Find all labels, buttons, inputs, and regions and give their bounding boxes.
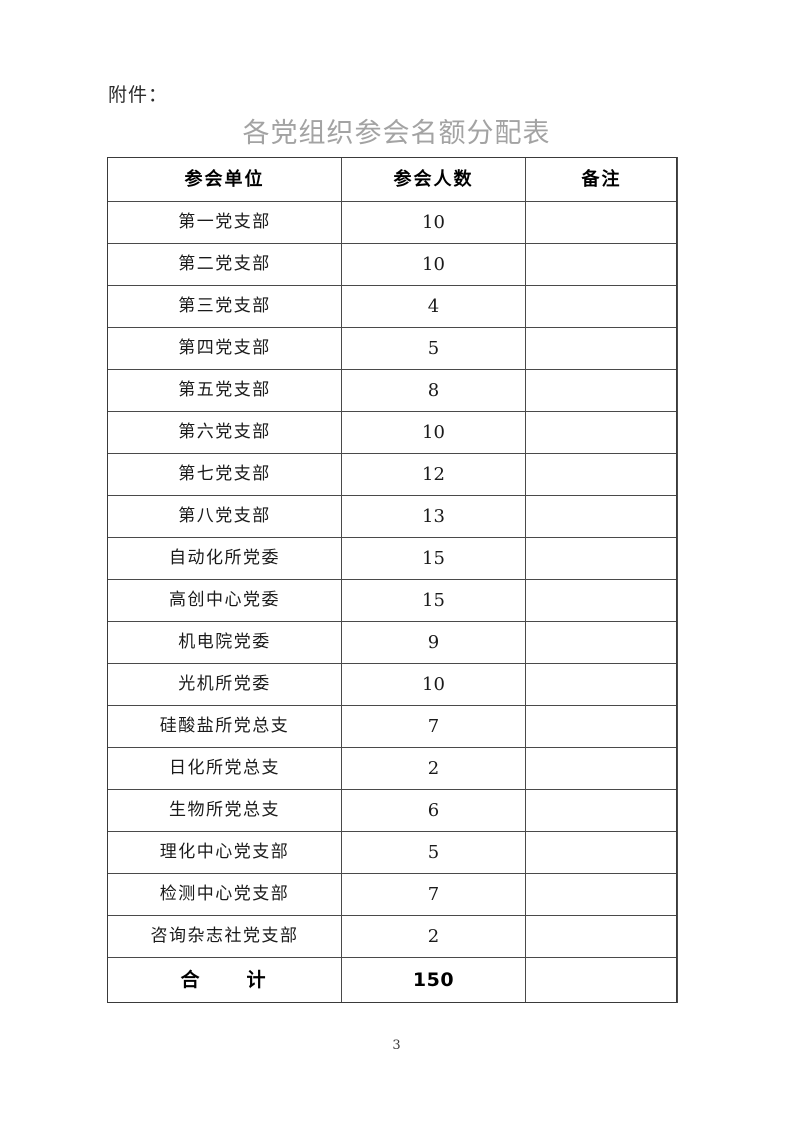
table-row: 理化中心党支部 5: [107, 831, 678, 874]
cell-unit: 硅酸盐所党总支: [107, 705, 342, 748]
cell-remark: [525, 453, 678, 496]
table-row: 第六党支部 10: [107, 411, 678, 454]
cell-unit: 自动化所党委: [107, 537, 342, 580]
cell-unit: 第二党支部: [107, 243, 342, 286]
cell-count: 5: [341, 327, 526, 370]
table-row: 第二党支部 10: [107, 243, 678, 286]
table-row: 高创中心党委 15: [107, 579, 678, 622]
cell-remark: [525, 243, 678, 286]
cell-remark: [525, 705, 678, 748]
cell-remark: [525, 411, 678, 454]
table-row: 第五党支部 8: [107, 369, 678, 412]
cell-count: 5: [341, 831, 526, 874]
cell-unit: 第七党支部: [107, 453, 342, 496]
table-body: 第一党支部 10 第二党支部 10 第三党支部 4 第四党支部 5 第五党支部 8 第六党支部 10 第…: [107, 201, 678, 1003]
cell-remark: [525, 621, 678, 664]
table-row: 日化所党总支 2: [107, 747, 678, 790]
column-header-unit: 参会单位: [107, 157, 342, 202]
cell-count: 2: [341, 747, 526, 790]
cell-count: 2: [341, 915, 526, 958]
cell-remark: [525, 537, 678, 580]
cell-count: 8: [341, 369, 526, 412]
cell-unit: 第一党支部: [107, 201, 342, 244]
cell-remark: [525, 915, 678, 958]
cell-count: 10: [341, 201, 526, 244]
page-number: 3: [392, 1038, 401, 1053]
total-count-cell: 150: [341, 957, 526, 1003]
table-row: 第一党支部 10: [107, 201, 678, 244]
cell-unit: 光机所党委: [107, 663, 342, 706]
cell-remark: [525, 831, 678, 874]
table-row: 自动化所党委 15: [107, 537, 678, 580]
cell-count: 10: [341, 243, 526, 286]
cell-unit: 第五党支部: [107, 369, 342, 412]
table-row: 检测中心党支部 7: [107, 873, 678, 916]
cell-count: 10: [341, 663, 526, 706]
cell-remark: [525, 579, 678, 622]
cell-remark: [525, 873, 678, 916]
cell-remark: [525, 285, 678, 328]
table-row: 第四党支部 5: [107, 327, 678, 370]
table-row: 生物所党总支 6: [107, 789, 678, 832]
cell-remark: [525, 327, 678, 370]
table-row: 光机所党委 10: [107, 663, 678, 706]
cell-count: 15: [341, 537, 526, 580]
table-row: 第七党支部 12: [107, 453, 678, 496]
page-title: 各党组织参会名额分配表: [242, 118, 551, 149]
table-total-row: 合 计 150: [107, 957, 678, 1003]
column-header-remark: 备注: [525, 157, 678, 202]
cell-unit: 第六党支部: [107, 411, 342, 454]
cell-unit: 检测中心党支部: [107, 873, 342, 916]
total-remark-cell: [525, 957, 678, 1003]
cell-count: 13: [341, 495, 526, 538]
cell-count: 7: [341, 873, 526, 916]
table-header-row: 参会单位 参会人数 备注: [107, 157, 678, 202]
cell-remark: [525, 495, 678, 538]
cell-count: 15: [341, 579, 526, 622]
table-row: 咨询杂志社党支部 2: [107, 915, 678, 958]
cell-unit: 咨询杂志社党支部: [107, 915, 342, 958]
table-row: 第三党支部 4: [107, 285, 678, 328]
cell-count: 12: [341, 453, 526, 496]
table-row: 硅酸盐所党总支 7: [107, 705, 678, 748]
table-row: 第八党支部 13: [107, 495, 678, 538]
cell-unit: 生物所党总支: [107, 789, 342, 832]
cell-remark: [525, 201, 678, 244]
quota-table-container: 参会单位 参会人数 备注 第一党支部 10 第二党支部 10 第三党支部 4 第四党支部 5 第…: [107, 157, 678, 1003]
cell-unit: 第三党支部: [107, 285, 342, 328]
cell-remark: [525, 747, 678, 790]
cell-unit: 机电院党委: [107, 621, 342, 664]
quota-table: 参会单位 参会人数 备注 第一党支部 10 第二党支部 10 第三党支部 4 第四党支部 5 第…: [107, 157, 678, 1003]
table-row: 机电院党委 9: [107, 621, 678, 664]
cell-unit: 第四党支部: [107, 327, 342, 370]
cell-count: 10: [341, 411, 526, 454]
cell-count: 7: [341, 705, 526, 748]
cell-remark: [525, 369, 678, 412]
cell-remark: [525, 663, 678, 706]
cell-remark: [525, 789, 678, 832]
cell-count: 9: [341, 621, 526, 664]
cell-unit: 理化中心党支部: [107, 831, 342, 874]
cell-unit: 日化所党总支: [107, 747, 342, 790]
cell-unit: 第八党支部: [107, 495, 342, 538]
table-header: 参会单位 参会人数 备注: [107, 157, 678, 202]
cell-unit: 高创中心党委: [107, 579, 342, 622]
attachment-label: 附件：: [108, 84, 169, 106]
total-label-cell: 合 计: [107, 957, 342, 1003]
cell-count: 6: [341, 789, 526, 832]
cell-count: 4: [341, 285, 526, 328]
column-header-count: 参会人数: [341, 157, 526, 202]
